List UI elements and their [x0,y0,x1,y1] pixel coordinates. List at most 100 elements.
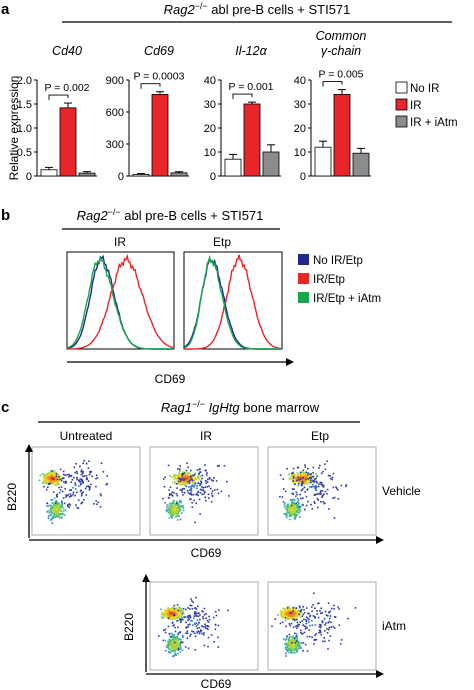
event-dot [292,474,295,476]
event-dot [162,617,165,619]
event-dot [295,643,297,645]
event-dot [54,473,56,476]
event-dot [85,462,88,465]
event-dot [53,510,55,513]
event-dot [172,507,174,509]
event-dot [179,480,182,482]
event-dot [95,485,97,488]
event-dot [62,470,65,473]
event-dot [292,651,295,654]
event-dot [38,479,41,481]
event-dot [192,473,195,476]
event-dot [294,619,296,621]
event-dot [202,610,204,613]
event-dot [179,473,182,475]
event-dot [306,635,309,638]
event-dot [311,610,313,613]
event-dot [194,613,197,615]
event-dot [299,516,301,518]
event-dot [66,494,68,497]
event-dot [304,472,307,475]
event-dot [299,474,301,476]
event-dot [295,491,298,494]
event-dot [189,479,192,481]
event-dot [295,607,298,609]
event-dot [180,618,183,621]
event-dot [181,610,183,612]
event-dot [183,612,185,615]
event-dot [56,479,58,482]
event-dot [294,474,297,477]
event-dot [95,474,98,477]
event-dot [62,473,65,476]
event-dot [203,632,205,634]
event-dot [318,623,321,626]
event-dot [295,646,298,648]
panel-c-y-arrowhead-top [25,444,33,452]
event-dot [177,512,180,515]
event-dot [292,645,294,647]
event-dot [81,478,83,481]
event-dot [179,470,181,472]
event-dot [196,627,199,630]
event-dot [57,476,59,478]
event-dot [311,478,314,480]
event-dot [297,474,299,476]
event-dot [285,609,287,611]
event-dot [187,626,189,628]
event-dot [174,507,177,510]
event-dot [291,507,294,510]
event-dot [51,502,53,504]
event-dot [328,508,330,510]
event-dot [178,472,180,475]
event-dot [177,507,180,510]
event-dot [330,626,333,628]
event-dot [326,628,328,630]
event-dot [174,611,177,614]
legend-swatch-ir-iatm [395,115,408,128]
event-dot [291,638,293,641]
event-dot [75,462,77,465]
event-dot [298,508,300,511]
event-dot [305,480,308,483]
event-dot [106,482,109,485]
event-dot [294,632,296,635]
event-dot [173,624,175,626]
event-dot [296,514,298,516]
event-dot [59,468,62,471]
event-dot [179,646,181,648]
event-dot [179,518,182,521]
event-dot [186,630,189,633]
panel-c-letter: c [1,399,9,416]
event-dot [178,606,181,608]
event-dot [178,481,180,484]
legend-swatch-ir [395,98,408,111]
event-dot [180,479,182,481]
event-dot [334,616,337,618]
event-dot [292,615,294,617]
event-dot [295,611,298,614]
event-dot [194,632,196,635]
event-dot [193,474,196,476]
event-dot [61,516,63,519]
event-dot [80,494,83,497]
flow-plot-vehicle-ir [149,446,259,536]
event-dot [179,642,181,644]
event-dot [297,644,299,647]
histogram-etp [183,254,283,350]
event-dot [211,490,214,492]
event-dot [173,615,175,618]
event-dot [299,483,302,486]
event-dot [190,490,193,492]
event-dot [290,608,292,611]
event-dot [172,512,174,514]
event-dot [176,615,179,618]
event-dot [53,497,56,500]
event-dot [65,496,67,498]
event-dot [177,474,180,477]
event-dot [185,621,187,624]
event-dot [207,625,210,628]
event-dot [295,644,298,647]
event-dot [96,503,98,506]
event-dot [199,488,202,491]
